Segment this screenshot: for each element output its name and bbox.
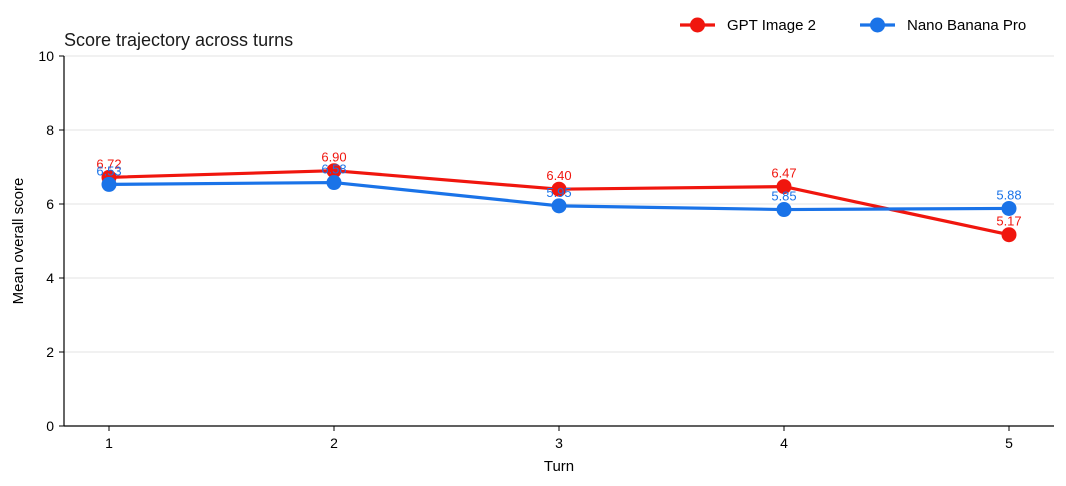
x-tick-label-1: 1: [105, 435, 113, 451]
point-nano-banana-pro-2: [326, 175, 342, 191]
x-tick-label-4: 4: [780, 435, 788, 451]
series-nano-banana-pro: 6.53 6.58 5.95 5.85 5.88: [96, 162, 1022, 218]
point-nano-banana-pro-5: [1001, 200, 1017, 216]
data-label-gpt-image-2-2: 6.90: [321, 150, 346, 165]
point-gpt-image-2-5: [1001, 227, 1017, 243]
legend-marker-gpt-image-2: [690, 17, 705, 33]
series-gpt-image-2: 6.72 6.90 6.40 6.47 5.17: [96, 150, 1022, 243]
y-tick-label-4: 4: [46, 270, 54, 286]
point-gpt-image-2-2: [326, 163, 342, 179]
data-label-nano-banana-pro-3: 5.95: [546, 185, 571, 200]
axes: [63, 56, 1054, 427]
x-tick-label-3: 3: [555, 435, 563, 451]
y-tick-label-8: 8: [46, 122, 54, 138]
legend-label-gpt-image-2: GPT Image 2: [727, 17, 816, 34]
data-label-gpt-image-2-4: 6.47: [771, 166, 796, 181]
point-nano-banana-pro-1: [101, 176, 117, 192]
data-label-nano-banana-pro-2: 6.58: [321, 162, 346, 177]
legend-item-nano-banana-pro: Nano Banana Pro: [860, 17, 1026, 34]
data-label-nano-banana-pro-4: 5.85: [771, 189, 796, 204]
y-axis-title: Mean overall score: [10, 178, 27, 305]
point-nano-banana-pro-4: [776, 202, 792, 218]
y-tick-label-10: 10: [38, 48, 54, 64]
data-label-nano-banana-pro-5: 5.88: [996, 187, 1021, 202]
legend-label-nano-banana-pro: Nano Banana Pro: [907, 17, 1026, 34]
chart-title: Score trajectory across turns: [64, 30, 293, 50]
legend: GPT Image 2 Nano Banana Pro: [680, 17, 1026, 34]
point-gpt-image-2-4: [776, 179, 792, 195]
x-tick-label-2: 2: [330, 435, 338, 451]
y-tick-label-2: 2: [46, 344, 54, 360]
data-label-gpt-image-2-3: 6.40: [546, 168, 571, 183]
data-label-gpt-image-2-1: 6.72: [96, 156, 121, 171]
x-tick-label-5: 5: [1005, 435, 1013, 451]
point-gpt-image-2-3: [551, 181, 567, 197]
legend-marker-nano-banana-pro: [870, 17, 885, 33]
data-label-nano-banana-pro-1: 6.53: [96, 163, 121, 178]
series-group: 6.72 6.90 6.40 6.47 5.17 6.53 6.58 5.95 5.85 5.88: [96, 150, 1022, 243]
x-axis-title: Turn: [544, 458, 574, 475]
y-tick-label-6: 6: [46, 196, 54, 212]
point-nano-banana-pro-3: [551, 198, 567, 214]
data-label-gpt-image-2-5: 5.17: [996, 214, 1021, 229]
y-tick-label-0: 0: [46, 418, 54, 434]
legend-item-gpt-image-2: GPT Image 2: [680, 17, 816, 34]
